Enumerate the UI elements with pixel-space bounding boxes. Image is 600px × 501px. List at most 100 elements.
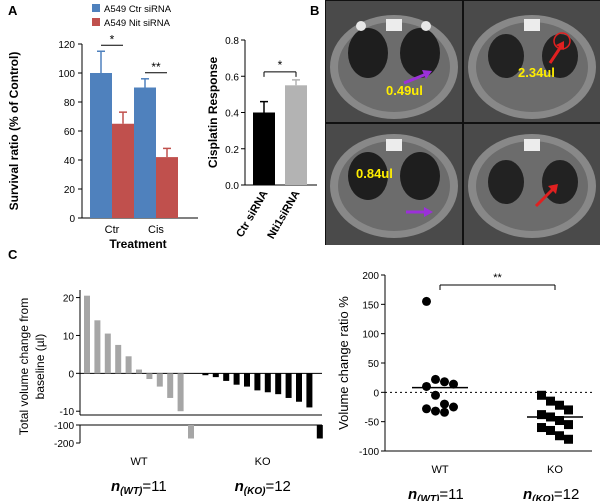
point-WT-0 [422,296,431,306]
bar-WT-3 [115,344,122,374]
x-tick-label-Ctr: Ctr [105,224,120,236]
x-group-label-KO: KO [255,456,271,468]
ct-image-3: 0.84ul [326,124,462,245]
y-tick-label-3: 50 [368,359,380,370]
ct-scan-4 [468,134,596,238]
panel-c-letter: C [8,247,18,262]
bar-WT-9 [177,373,184,412]
bar-Nti1siRNA [285,85,307,185]
x-group-label-WT: WT [130,456,147,468]
bar-KO-9 [296,373,302,402]
count-subscript: (WT) [417,494,440,501]
sample-count-1: n(KO)=12 [235,478,291,497]
bar-KO-7 [275,373,282,395]
count-value: =11 [439,486,463,501]
significance-mark: * [278,58,283,72]
bar-KO-4 [244,373,250,387]
count-n: n [523,486,532,501]
y-tick-label-6: 120 [58,40,75,51]
point-WT-4 [422,381,431,391]
ct-volume-label-3: 0.84ul [356,166,393,181]
point-WT-6 [440,399,449,409]
legend-label-0: A549 Ctr siRNA [104,4,172,15]
point-KO-4 [537,410,546,420]
bar-KO-11 [316,425,323,439]
bar-Ctr-siRNA [253,112,275,185]
y-tick-label-2: 40 [64,156,76,167]
point-WT-2 [440,377,449,387]
point-WT-8 [422,404,431,414]
sample-count-0: n(WT)=11 [408,486,464,501]
legend-swatch-0 [92,4,100,12]
y-tick-label-upper-3: -10 [60,407,75,418]
y-tick-label-0: 200 [362,271,379,282]
point-WT-7 [449,402,458,412]
legend-label-1: A549 Nit siRNA [104,18,171,29]
count-subscript: (KO) [244,486,266,497]
point-KO-8 [537,423,546,433]
y-tick-label-upper-0: 20 [63,294,75,305]
y-tick-label-4: 0.8 [225,36,239,47]
bar-A549-Ctr-siRNA-Ctr [90,73,112,218]
significance-mark: ** [493,272,502,284]
point-KO-9 [546,425,555,435]
bar-KO-3 [233,373,240,385]
y-tick-label-0: 0 [69,214,75,225]
count-n: n [408,486,417,501]
sample-count-0: n(WT)=11 [111,478,167,497]
y-tick-label-4: 0 [373,388,379,399]
y-tick-label-lower-0: -100 [54,421,74,432]
point-KO-11 [564,434,573,444]
legend-swatch-1 [92,18,100,26]
y-tick-label-lower-1: -200 [54,439,74,450]
ct-volume-label-1: 0.49ul [386,83,423,98]
x-tick-label-0: Ctr siRNA [234,188,270,239]
y-tick-label-1: 150 [362,300,379,311]
bar-WT-0 [84,295,90,374]
y-tick-label-2: 0.4 [225,109,239,120]
y-axis-title: Cisplatin Response [206,56,220,168]
y-tick-label-0: 0.0 [225,181,239,192]
bar-KO-10 [306,373,313,408]
y-tick-label-5: 100 [58,69,75,80]
y-tick-label-4: 80 [64,98,76,109]
point-WT-9 [431,406,440,416]
bar-WT-4 [125,356,132,374]
x-tick-label-Cis: Cis [148,224,164,236]
y-axis-title: Survival ratio (% of Control) [7,52,21,211]
y-axis-title-line1: Total volume change from [17,298,31,435]
point-KO-1 [546,396,555,406]
bar-WT-6 [146,373,153,380]
panel-a-letter: A [8,3,18,18]
x-tick-label-WT: WT [431,464,448,476]
x-tick-label-KO: KO [547,464,563,476]
bar-WT-10 [188,425,194,439]
bar-A549-Nit-siRNA-Ctr [112,123,134,218]
ct-image-2: 2.34ul [464,1,600,122]
count-n: n [235,478,244,495]
bar-KO-6 [264,373,271,393]
ct-scan-3 [330,134,458,238]
x-axis-title: Treatment [109,237,166,251]
point-WT-10 [440,407,449,417]
y-tick-label-3: 60 [64,127,76,138]
bar-WT-7 [156,373,163,387]
point-KO-10 [555,431,564,441]
point-WT-1 [431,374,440,384]
bar-A549-Ctr-siRNA-Cis [134,87,156,218]
count-value: =11 [142,478,166,495]
bar-KO-2 [223,373,230,381]
count-subscript: (KO) [532,494,554,501]
point-KO-2 [555,400,564,410]
bar-WT-5 [136,369,142,374]
count-subscript: (WT) [120,486,143,497]
y-tick-label-3: 0.6 [225,72,239,83]
ct-scan-2 [468,15,596,119]
bar-KO-5 [254,373,261,391]
y-tick-label-6: -100 [359,447,379,458]
point-KO-7 [564,420,573,430]
